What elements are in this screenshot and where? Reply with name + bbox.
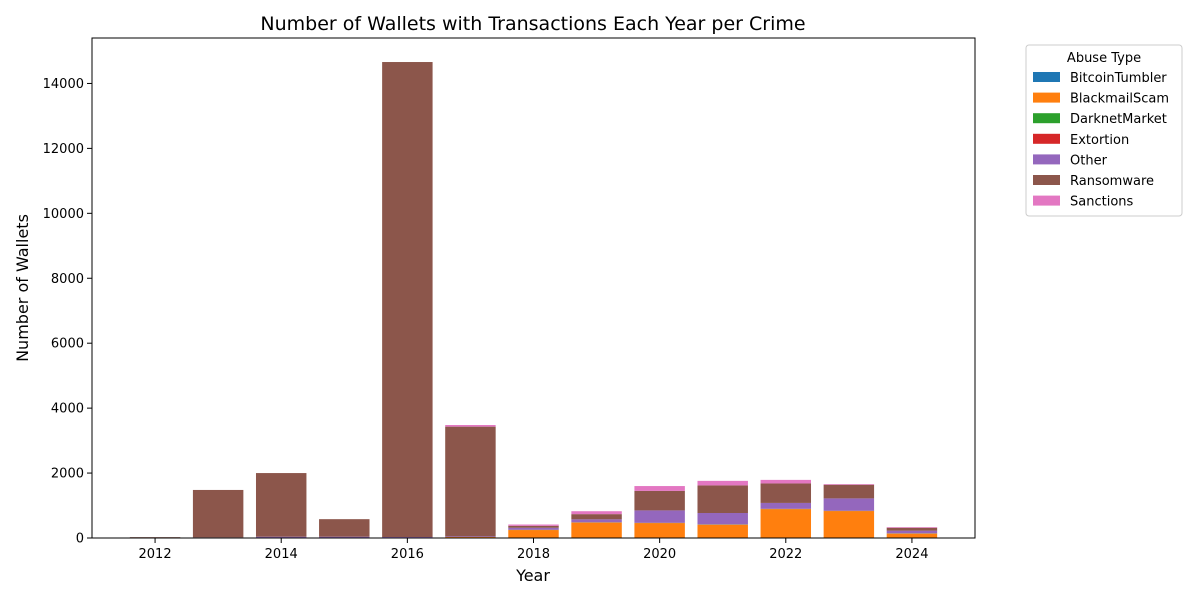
y-axis: 0 2000 4000 6000 8000 10000 12000 14000 <box>43 77 92 547</box>
legend-swatch-extortion <box>1033 133 1060 144</box>
legend-frame <box>1025 44 1183 217</box>
legend-title: Abuse Type <box>1067 51 1141 66</box>
x-axis: 2012 2014 2016 2018 2020 2022 2024 <box>139 538 928 562</box>
bar-sanctions-2024 <box>886 527 938 528</box>
y-tick-label: 4000 <box>51 402 84 417</box>
x-tick-label: 2014 <box>265 547 298 562</box>
x-tick-label: 2024 <box>895 547 928 562</box>
bar-ransomware-2014 <box>255 473 307 537</box>
bar-blackmailscam-2018 <box>508 530 559 538</box>
x-tick-label: 2012 <box>139 547 172 562</box>
x-tick-label: 2020 <box>643 547 676 562</box>
bar-sanctions-2017 <box>445 425 496 427</box>
legend-label-ransomware: Ransomware <box>1070 174 1154 189</box>
y-tick-label: 6000 <box>51 337 84 352</box>
bar-blackmailscam-2022 <box>760 509 812 538</box>
bar-ransomware-2024 <box>886 527 938 531</box>
legend-label-other: Other <box>1070 153 1108 168</box>
x-tick-label: 2018 <box>517 547 550 562</box>
y-tick-label: 0 <box>76 532 84 547</box>
bar-ransomware-2020 <box>634 490 685 511</box>
legend-label-darknetmarket: DarknetMarket <box>1070 112 1167 127</box>
legend-swatch-other <box>1033 154 1060 165</box>
bar-ransomware-2017 <box>445 426 496 537</box>
bar-ransomware-2015 <box>319 519 370 537</box>
bar-other-2023 <box>823 498 875 511</box>
bar-ransomware-2021 <box>697 485 748 513</box>
bar-other-2019 <box>571 519 622 523</box>
bar-ransomware-2016 <box>382 62 433 538</box>
bar-other-2020 <box>634 510 685 523</box>
y-tick-label: 8000 <box>51 272 84 287</box>
y-tick-label: 10000 <box>43 207 84 222</box>
legend-label-extortion: Extortion <box>1070 133 1129 148</box>
legend: Abuse Type BitcoinTumbler BlackmailScam Da… <box>1025 44 1183 217</box>
y-tick-label: 12000 <box>43 142 84 157</box>
bar-other-2022 <box>760 502 812 509</box>
x-tick-label: 2016 <box>391 547 424 562</box>
legend-label-blackmailscam: BlackmailScam <box>1070 92 1169 107</box>
bar-other-2015 <box>319 536 370 538</box>
bar-sanctions-2020 <box>634 486 685 491</box>
bar-other-2018 <box>508 527 559 530</box>
bar-sanctions-2018 <box>508 524 559 526</box>
legend-items: BitcoinTumbler BlackmailScam DarknetMarket… <box>1033 71 1169 210</box>
legend-swatch-blackmailscam <box>1033 92 1060 103</box>
bar-sanctions-2023 <box>823 484 875 485</box>
bar-other-2017 <box>445 536 496 538</box>
legend-swatch-sanctions <box>1033 195 1060 206</box>
y-tick-label: 2000 <box>51 467 84 482</box>
bar-sanctions-2022 <box>760 479 812 484</box>
bar-other-2021 <box>697 513 748 525</box>
bar-other-2014 <box>255 536 307 538</box>
bar-blackmailscam-2019 <box>571 522 622 538</box>
legend-swatch-bitcointumbler <box>1033 72 1060 82</box>
bar-ransomware-2019 <box>571 514 622 520</box>
legend-swatch-ransomware <box>1033 175 1060 185</box>
bar-ransomware-2022 <box>760 483 812 503</box>
bar-other-2024 <box>886 530 938 534</box>
legend-label-sanctions: Sanctions <box>1070 195 1134 210</box>
y-axis-label: Number of Wallets <box>13 214 32 362</box>
bar-blackmailscam-2023 <box>823 511 875 538</box>
bar-ransomware-2013 <box>192 489 244 538</box>
y-tick-label: 14000 <box>43 77 84 92</box>
bar-blackmailscam-2020 <box>634 523 685 538</box>
legend-swatch-darknetmarket <box>1033 113 1060 124</box>
x-tick-label: 2022 <box>769 547 802 562</box>
bar-ransomware-2018 <box>508 525 559 528</box>
bar-sanctions-2019 <box>571 511 622 515</box>
bar-sanctions-2021 <box>697 480 748 486</box>
legend-label-bitcointumbler: BitcoinTumbler <box>1070 71 1167 86</box>
chart-title: Number of Wallets with Transactions Each… <box>260 13 805 35</box>
bar-ransomware-2023 <box>823 484 875 499</box>
bar-blackmailscam-2024 <box>886 533 938 538</box>
x-axis-label: Year <box>515 566 550 585</box>
bar-blackmailscam-2021 <box>697 524 748 538</box>
